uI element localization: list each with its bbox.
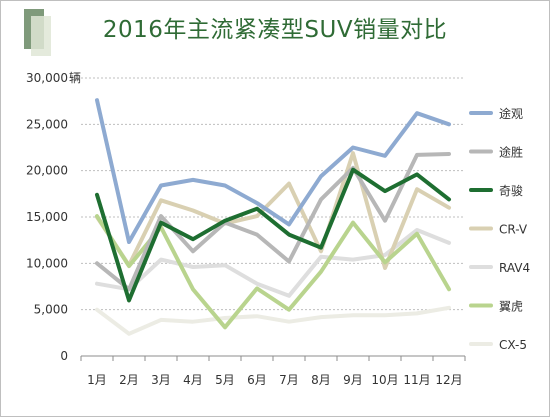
x-tick-label: 11月 [403,373,430,387]
legend-label: 途胜 [499,145,523,160]
legend-label: 奇骏 [499,184,523,198]
x-tick-label: 7月 [279,373,299,387]
y-unit-label: 辆 [69,71,81,85]
y-tick-label: 5,000 [34,303,68,317]
legend-label: CR-V [499,223,528,237]
y-tick-label: 30,000 [26,71,68,85]
x-tick-label: 4月 [183,373,203,387]
x-tick-label: 12月 [435,373,462,387]
y-tick-label: 10,000 [26,256,68,270]
y-tick-label: 0 [60,349,68,363]
x-axis: 1月 2月 3月 4月 5月 6月 7月 8月 9月 10月 11月 12月 [80,355,466,387]
x-tick-label: 8月 [311,373,331,387]
legend-label: CX-5 [499,338,527,352]
series-line-2 [95,167,451,303]
legend-label: RAV4 [499,261,530,275]
y-axis: 0 5,000 10,000 15,000 20,000 25,000 30,000 辆 [26,71,81,363]
x-tick-label: 2月 [119,373,139,387]
series-line-1 [95,152,451,292]
x-tick-label: 6月 [247,373,267,387]
series-line-0 [95,98,451,244]
legend-label: 翼虎 [499,300,523,314]
series-line-6 [95,305,451,336]
x-tick-label: 10月 [371,373,398,387]
y-tick-label: 20,000 [26,164,68,178]
x-tick-label: 3月 [151,373,171,387]
legend-label: 途观 [499,106,523,121]
series-lines [95,98,451,336]
x-tick-label: 5月 [215,373,235,387]
series-line-3 [95,151,451,270]
chart-title: 2016年主流紧凑型SUV销量对比 [102,17,448,43]
y-tick-label: 15,000 [26,210,68,224]
title-decoration-light [31,16,51,56]
y-tick-label: 25,000 [26,117,68,131]
x-tick-label: 9月 [343,373,363,387]
x-tick-label: 1月 [87,373,107,387]
